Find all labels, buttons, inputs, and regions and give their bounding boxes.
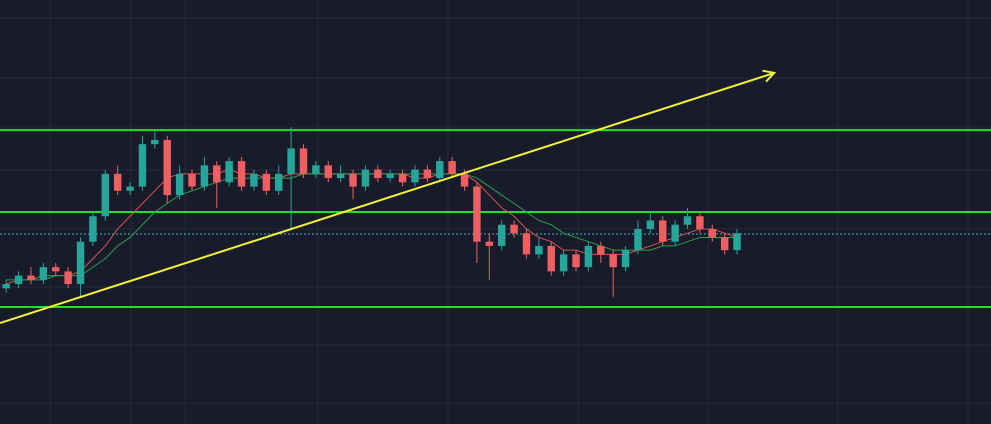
candle-body (634, 228, 642, 251)
candle-body (448, 161, 456, 174)
candle-body (485, 241, 494, 246)
candle-body (671, 224, 679, 242)
candle-body (411, 169, 419, 183)
trendline (0, 71, 775, 325)
candle-body (522, 233, 531, 255)
candle-body (2, 284, 10, 289)
candle-body (324, 165, 332, 179)
candle-body (175, 173, 184, 196)
candle-body (64, 271, 72, 285)
candle-body (349, 173, 357, 187)
candle-body (374, 169, 382, 179)
candle-body (312, 165, 320, 174)
candle-body (535, 245, 543, 255)
candle-body (683, 216, 692, 225)
candle-body (126, 186, 134, 191)
candle-body (225, 161, 233, 183)
candle-body (733, 233, 741, 251)
candle-body (597, 245, 605, 255)
candle-body (621, 250, 630, 268)
candle-body (423, 169, 432, 179)
candle-body (151, 139, 159, 145)
candle-body (262, 173, 271, 191)
candle-body (299, 148, 308, 174)
candle-body (696, 216, 704, 229)
candle-body (275, 173, 283, 191)
candle-body (398, 173, 407, 183)
candle-body (14, 275, 23, 285)
candle-body (386, 173, 394, 179)
candle-body (213, 165, 221, 183)
candle-body (460, 173, 469, 187)
candle-body (27, 275, 35, 280)
candle-body (497, 224, 506, 246)
candle-body (237, 161, 246, 187)
candle-body (163, 139, 171, 196)
candle-body (200, 165, 209, 187)
moving-average (6, 173, 738, 281)
candle-body (52, 267, 60, 272)
candle-body (720, 237, 729, 251)
candle-body (708, 228, 716, 238)
candle-body (436, 161, 444, 179)
candle-body (361, 169, 370, 187)
candle-body (547, 245, 555, 272)
candle-body (473, 186, 481, 242)
candle-body (39, 267, 48, 280)
candle-body (609, 254, 617, 268)
candle-body (646, 220, 655, 229)
candle-body (287, 148, 295, 174)
candle-body (188, 173, 196, 187)
candle-body (250, 173, 258, 187)
candle-body (138, 144, 147, 187)
candle-body (510, 224, 518, 234)
candle-body (572, 254, 580, 268)
candle-body (336, 173, 345, 179)
candle-body (113, 173, 122, 191)
trendline-arrowhead (762, 69, 777, 83)
candle-body (89, 216, 97, 242)
candle-body (659, 220, 667, 242)
candle-body (584, 245, 593, 268)
candle-body (559, 254, 568, 272)
candle-body (101, 173, 110, 217)
candle-body (76, 241, 85, 285)
